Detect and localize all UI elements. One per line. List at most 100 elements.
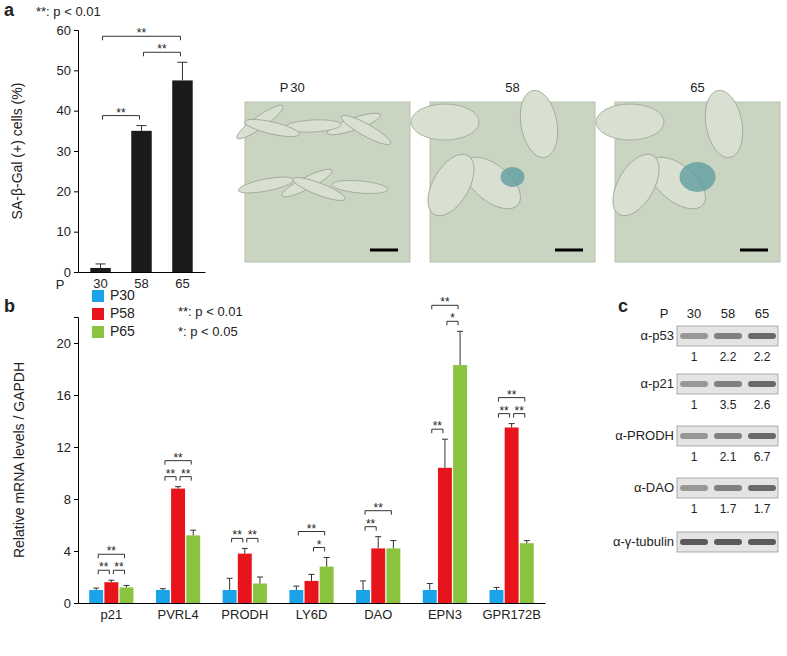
lane-label: 30: [687, 306, 701, 321]
blot-band: [748, 485, 776, 491]
error-bar: [524, 541, 530, 544]
significance-label: *: [317, 538, 322, 552]
x-tick: 58: [134, 276, 148, 291]
x-tick: PRODH: [221, 607, 268, 622]
cell: [700, 87, 747, 160]
band-quantification: 2.2: [720, 350, 737, 364]
bar: [490, 590, 504, 603]
error-bar: [493, 587, 499, 590]
significance-label: **: [173, 451, 183, 465]
panel-label: c: [618, 296, 628, 316]
legend-swatch: [92, 290, 104, 302]
bar: [238, 554, 252, 603]
x-axis: p21PVRL4PRODHLY6DDAOEPN3GPR172B: [79, 604, 546, 623]
error-bar: [227, 578, 233, 590]
band-quantification: 1: [691, 398, 698, 412]
y-tick: 10: [57, 224, 78, 239]
y-tick-label: 8: [64, 492, 71, 507]
y-tick: 30: [57, 144, 78, 159]
blot-strip: [677, 326, 778, 346]
y-tick-label: 12: [57, 440, 71, 455]
blot-strip: [677, 374, 778, 394]
significance-label: **: [233, 528, 243, 542]
y-tick: 20: [57, 336, 78, 351]
x-tick-label: LY6D: [296, 607, 328, 622]
error-bar: [375, 537, 381, 549]
legend-swatch: [92, 308, 104, 320]
legend: P30 P58 P65: [92, 287, 135, 339]
y-tick-mark: [74, 151, 78, 152]
y-tick-mark: [74, 395, 78, 396]
blot-band: [748, 381, 776, 387]
x-tick: LY6D: [296, 607, 328, 622]
y-tick-mark: [74, 272, 78, 273]
figure: a**: p < 0.010102030405060305865PSA-β-Ga…: [0, 0, 787, 656]
y-tick: 16: [57, 388, 78, 403]
micrograph: [596, 87, 780, 262]
y-tick-label: 0: [64, 596, 71, 611]
blot-strip: [677, 426, 778, 446]
panel-label: a: [4, 0, 15, 20]
band-quantification: 1.7: [720, 502, 737, 516]
x-tick-label: DAO: [364, 607, 392, 622]
y-tick-label: 50: [57, 63, 71, 78]
significance-label: **: [366, 517, 376, 531]
y-tick: 8: [64, 492, 78, 507]
micrograph-axis-label: P: [280, 80, 289, 95]
error-bar: [108, 580, 114, 582]
bar: [371, 548, 385, 603]
blot-strip: [677, 478, 778, 498]
legend-item: P30: [92, 287, 135, 303]
bar: [171, 489, 185, 603]
error-bar: [427, 584, 433, 591]
y-tick: 20: [57, 184, 78, 199]
x-tick: p21: [101, 607, 123, 622]
bar: [520, 543, 534, 603]
blot-band: [680, 485, 708, 491]
band-quantification: 1: [691, 450, 698, 464]
blot-axis-label: P: [660, 306, 669, 321]
error-bar: [309, 574, 315, 581]
cell: [596, 104, 664, 140]
y-tick-mark: [74, 551, 78, 552]
micrograph: [234, 101, 410, 262]
bar: [131, 131, 151, 272]
significance-label: **: [181, 467, 191, 481]
scale-bar: [555, 249, 583, 252]
significance-label: **: [307, 522, 317, 536]
scale-bar: [740, 249, 768, 252]
antibody-label: α-p21: [640, 376, 674, 391]
legend-label: P65: [110, 323, 135, 339]
significance-label: **: [515, 404, 525, 418]
stained-cell: [501, 167, 525, 187]
error-bar: [175, 487, 181, 489]
y-tick: 0: [64, 265, 78, 280]
legend-swatch: [92, 326, 104, 338]
legend-item: P58: [92, 305, 135, 321]
error-bar: [96, 264, 106, 268]
x-tick-label: 65: [175, 276, 189, 291]
bar: [89, 590, 103, 603]
x-tick-label: PVRL4: [157, 607, 198, 622]
blot-band: [680, 539, 708, 545]
bar: [356, 590, 370, 603]
y-tick-label: 30: [57, 144, 71, 159]
significance-label: **: [107, 544, 117, 558]
error-bar: [390, 541, 396, 549]
antibody-label: α-DAO: [634, 480, 674, 495]
x-axis-line: [79, 603, 546, 604]
blot-band: [748, 433, 776, 439]
y-axis-title: SA-β-Gal (+) cells (%): [9, 83, 25, 220]
band-quantification: 6.7: [754, 450, 771, 464]
x-tick-label: p21: [101, 607, 123, 622]
antibody-label: α-γ-tubulin: [613, 534, 674, 549]
x-tick-label: GPR172B: [482, 607, 541, 622]
significance-label: **: [166, 467, 176, 481]
cell: [515, 87, 562, 160]
micrograph-label: 65: [690, 80, 704, 95]
significance-label: **: [507, 388, 517, 402]
y-tick-mark: [74, 70, 78, 71]
micrograph-label: 30: [290, 80, 304, 95]
x-tick-label: PRODH: [221, 607, 268, 622]
bar: [289, 590, 303, 603]
